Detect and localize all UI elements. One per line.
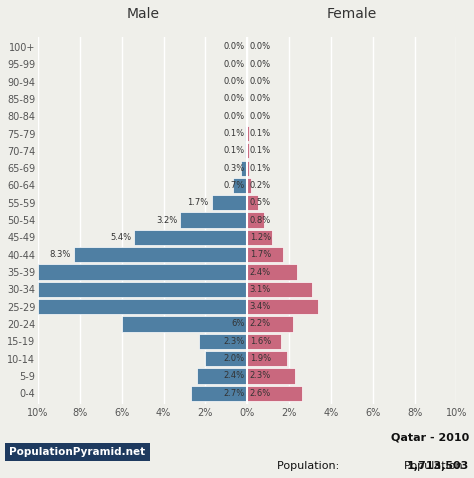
Text: 0.0%: 0.0% — [224, 43, 245, 52]
Text: 2.0%: 2.0% — [224, 354, 245, 363]
Text: 0.1%: 0.1% — [250, 129, 271, 138]
Text: 0.5%: 0.5% — [250, 198, 271, 207]
Text: 0.0%: 0.0% — [250, 112, 271, 121]
Bar — [38, 264, 247, 280]
Text: 0.0%: 0.0% — [224, 60, 245, 69]
Text: Population:: Population: — [403, 461, 469, 471]
Text: 2.7%: 2.7% — [223, 389, 245, 398]
Text: 0.1%: 0.1% — [224, 146, 245, 155]
Text: 0.0%: 0.0% — [250, 77, 271, 86]
Text: 0.1%: 0.1% — [250, 146, 271, 155]
Bar — [247, 126, 249, 141]
Bar — [247, 368, 295, 383]
Text: Male: Male — [126, 7, 159, 21]
Text: 1.9%: 1.9% — [250, 354, 271, 363]
Text: 0.0%: 0.0% — [224, 77, 245, 86]
Bar — [38, 299, 247, 314]
Bar — [247, 351, 287, 366]
Text: Qatar - 2010: Qatar - 2010 — [391, 432, 469, 442]
Bar — [38, 282, 247, 297]
Text: 0.0%: 0.0% — [224, 112, 245, 121]
Bar — [247, 299, 319, 314]
Bar — [247, 161, 249, 176]
Bar — [191, 386, 247, 401]
Text: 0.0%: 0.0% — [250, 60, 271, 69]
Text: 0.0%: 0.0% — [250, 94, 271, 103]
Bar — [180, 213, 247, 228]
Text: 0.3%: 0.3% — [223, 163, 245, 173]
Bar — [247, 178, 251, 193]
Text: 5.4%: 5.4% — [110, 233, 131, 242]
Text: 2.4%: 2.4% — [250, 268, 271, 277]
Text: 1.7%: 1.7% — [250, 250, 271, 259]
Text: 2.3%: 2.3% — [223, 337, 245, 346]
Text: 3.4%: 3.4% — [250, 302, 271, 311]
Bar — [247, 282, 312, 297]
Text: Female: Female — [327, 7, 377, 21]
Text: 1.6%: 1.6% — [250, 337, 271, 346]
Bar — [134, 230, 247, 245]
Bar — [199, 334, 247, 349]
Bar — [233, 178, 247, 193]
Text: 1,713,503: 1,713,503 — [407, 461, 469, 471]
Bar — [247, 316, 293, 332]
Bar — [247, 195, 258, 210]
Bar — [247, 247, 283, 262]
Bar — [247, 264, 297, 280]
Bar — [247, 230, 273, 245]
Text: 2.6%: 2.6% — [250, 389, 271, 398]
Text: 0.1%: 0.1% — [250, 163, 271, 173]
Text: 1.2%: 1.2% — [250, 233, 271, 242]
Bar — [73, 247, 247, 262]
Text: 0.8%: 0.8% — [250, 216, 271, 225]
Text: 0.0%: 0.0% — [250, 43, 271, 52]
Bar — [245, 143, 247, 158]
Text: 6%: 6% — [231, 319, 245, 328]
Text: PopulationPyramid.net: PopulationPyramid.net — [9, 447, 146, 456]
Text: 0.1%: 0.1% — [224, 129, 245, 138]
Bar — [205, 351, 247, 366]
Text: 3.2%: 3.2% — [156, 216, 177, 225]
Bar — [245, 126, 247, 141]
Bar — [247, 143, 249, 158]
Bar — [247, 386, 301, 401]
Bar — [247, 213, 264, 228]
Bar — [122, 316, 247, 332]
Text: 1.7%: 1.7% — [187, 198, 209, 207]
Text: 0.0%: 0.0% — [224, 94, 245, 103]
Bar — [212, 195, 247, 210]
Text: 2.4%: 2.4% — [224, 371, 245, 380]
Text: Population:: Population: — [277, 461, 343, 471]
Text: 2.2%: 2.2% — [250, 319, 271, 328]
Bar — [197, 368, 247, 383]
Bar — [247, 334, 281, 349]
Bar — [241, 161, 247, 176]
Text: 0.7%: 0.7% — [223, 181, 245, 190]
Text: 8.3%: 8.3% — [49, 250, 71, 259]
Text: 0.2%: 0.2% — [250, 181, 271, 190]
Text: 2.3%: 2.3% — [250, 371, 271, 380]
Text: 3.1%: 3.1% — [250, 285, 271, 294]
